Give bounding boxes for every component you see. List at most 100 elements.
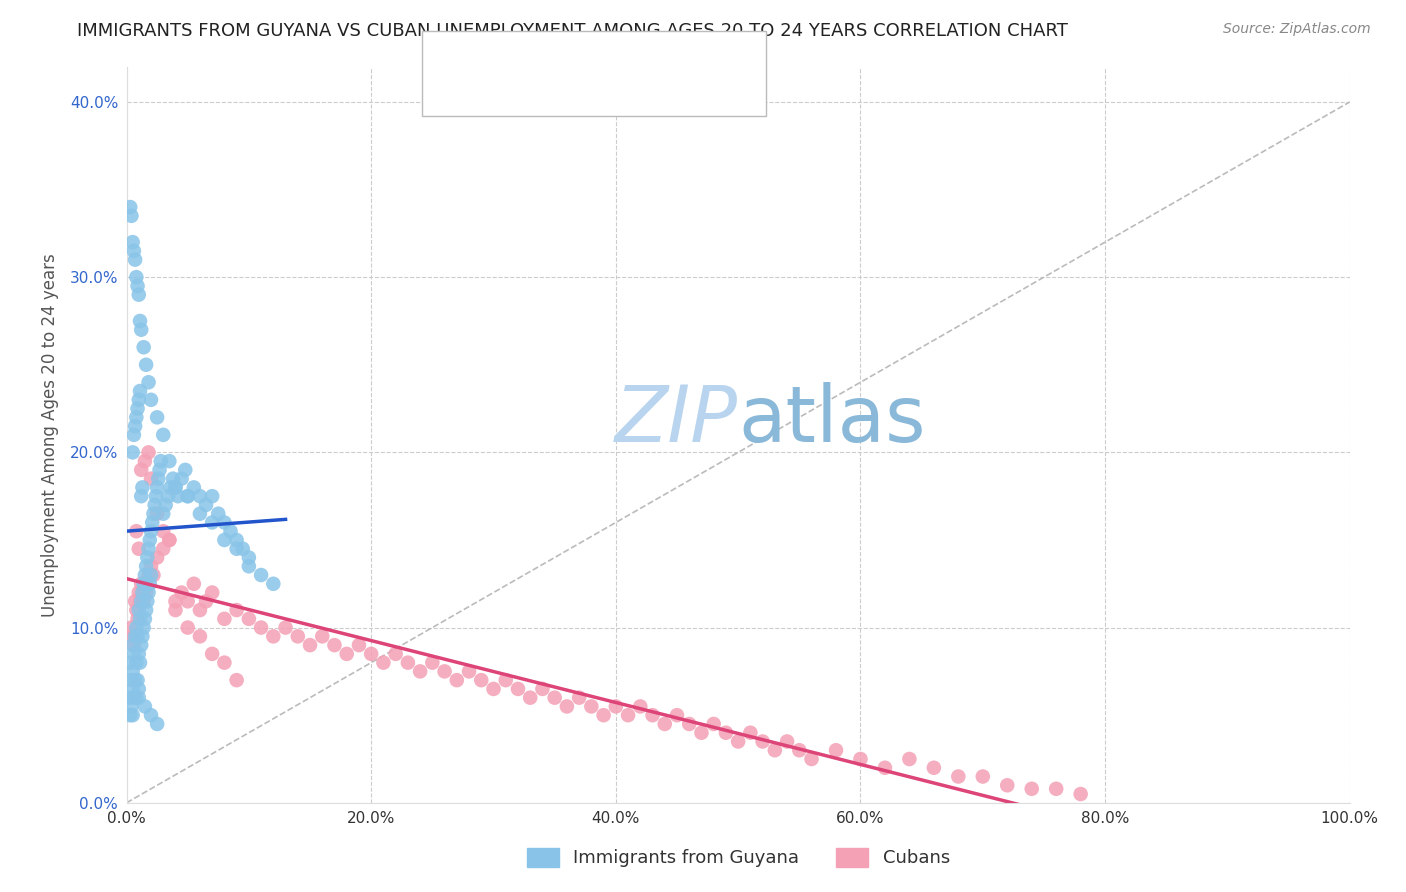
Point (628, 699, 651, 714)
Point (134, 576, 156, 591)
Point (159, 480, 181, 494)
Point (1070, 787, 1092, 801)
Point (131, 629, 153, 643)
Point (703, 717, 725, 731)
Point (384, 647, 406, 661)
Point (146, 550, 169, 565)
Point (714, 725, 737, 739)
Point (129, 323, 152, 337)
Point (155, 498, 177, 512)
Point (120, 621, 142, 635)
Point (149, 454, 172, 468)
Point (122, 647, 145, 661)
Point (132, 576, 155, 591)
Point (188, 507, 211, 521)
Point (238, 550, 260, 565)
Point (177, 489, 200, 503)
Point (219, 524, 242, 539)
Point (122, 690, 145, 705)
Point (129, 656, 152, 670)
Point (121, 235, 143, 249)
Point (120, 673, 142, 687)
Point (225, 673, 247, 687)
Point (299, 638, 322, 652)
Point (201, 489, 224, 503)
Point (136, 594, 159, 608)
Point (422, 656, 444, 670)
Text: N =: N = (616, 79, 655, 97)
Point (165, 480, 187, 494)
Point (849, 752, 872, 766)
Point (128, 681, 150, 696)
Point (214, 656, 236, 670)
Point (740, 725, 762, 739)
Point (139, 568, 162, 582)
Text: R =: R = (477, 48, 516, 66)
Point (142, 568, 165, 582)
Point (128, 603, 150, 617)
Point (183, 480, 205, 494)
Point (641, 708, 664, 723)
Point (250, 568, 273, 582)
Text: atlas: atlas (738, 382, 925, 458)
Point (751, 734, 773, 748)
Point (482, 681, 505, 696)
Point (128, 690, 150, 705)
Point (177, 594, 200, 608)
Point (124, 594, 146, 608)
Point (605, 699, 627, 714)
Text: 0.247: 0.247 (524, 48, 588, 66)
Point (617, 708, 640, 723)
Point (214, 516, 236, 530)
Point (195, 594, 218, 608)
Point (1021, 781, 1043, 796)
Point (121, 681, 143, 696)
Point (128, 392, 150, 407)
Point (373, 656, 395, 670)
Point (972, 770, 994, 784)
Point (152, 524, 174, 539)
Point (148, 463, 170, 477)
Point (139, 708, 162, 723)
Point (125, 524, 148, 539)
Point (127, 401, 149, 416)
Point (763, 743, 786, 757)
Text: 108: 108 (657, 48, 695, 66)
Point (174, 463, 197, 477)
Point (139, 576, 162, 591)
Point (177, 621, 200, 635)
Point (131, 585, 153, 599)
Point (135, 559, 157, 574)
Point (128, 541, 150, 556)
Point (124, 419, 146, 434)
Text: R =: R = (477, 79, 516, 97)
Point (129, 463, 152, 477)
Point (135, 585, 157, 599)
Point (139, 392, 162, 407)
Point (139, 533, 162, 547)
Point (134, 699, 156, 714)
Point (214, 612, 236, 626)
Point (146, 480, 169, 494)
Point (129, 489, 152, 503)
Text: Source: ZipAtlas.com: Source: ZipAtlas.com (1223, 22, 1371, 37)
Point (167, 489, 190, 503)
Point (125, 410, 148, 425)
Point (409, 665, 432, 679)
Y-axis label: Unemployment Among Ages 20 to 24 years: Unemployment Among Ages 20 to 24 years (41, 253, 59, 616)
Point (129, 576, 152, 591)
Point (157, 533, 180, 547)
Point (120, 699, 142, 714)
Point (581, 699, 603, 714)
Text: N =: N = (616, 48, 655, 66)
Point (128, 585, 150, 599)
Point (121, 708, 143, 723)
Point (654, 717, 676, 731)
Point (238, 559, 260, 574)
Point (157, 489, 180, 503)
Point (157, 454, 180, 468)
Point (148, 472, 170, 486)
Point (238, 612, 260, 626)
Point (152, 541, 174, 556)
Point (787, 743, 810, 757)
